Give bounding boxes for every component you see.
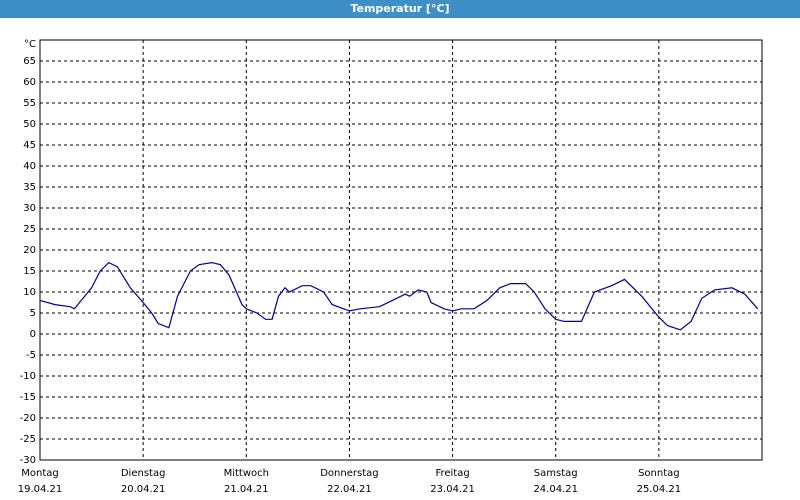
chart: °C -30 -25 -20 -15 -10 -5 0 5 10 15 20 25 30 35 40 45 50… [18, 39, 763, 495]
x-tick-label: Dienstag [121, 468, 166, 479]
x-tick-label: Mittwoch [224, 468, 269, 479]
y-tick-label: 35 [23, 182, 36, 193]
x-tick-sublabel: 23.04.21 [430, 484, 475, 495]
x-tick-sublabel: 19.04.21 [18, 484, 63, 495]
y-tick-label: 0 [30, 329, 36, 340]
y-tick-label: 20 [23, 245, 36, 256]
y-tick-label: 60 [23, 77, 36, 88]
x-tick-label: Donnerstag [320, 468, 378, 479]
x-tick-sublabel: 22.04.21 [327, 484, 372, 495]
y-tick-label: 15 [23, 266, 36, 277]
y-tick-label: -30 [20, 455, 36, 466]
y-tick-label: -5 [26, 350, 36, 361]
y-tick-label: 45 [23, 140, 36, 151]
y-tick-label: 25 [23, 224, 36, 235]
x-tick-sublabel: 25.04.21 [637, 484, 682, 495]
x-tick-sublabel: 24.04.21 [533, 484, 578, 495]
x-tick-label: Montag [21, 468, 58, 479]
y-axis-label: °C [24, 39, 36, 50]
y-tick-label: 55 [23, 98, 36, 109]
x-tick-sublabel: 20.04.21 [121, 484, 166, 495]
y-tick-label: 5 [30, 308, 36, 319]
temperature-line [39, 261, 759, 331]
y-tick-label: 30 [23, 203, 36, 214]
y-tick-label: -15 [20, 392, 36, 403]
x-tick-sublabel: 21.04.21 [224, 484, 269, 495]
y-tick-label: 50 [23, 119, 36, 130]
title-bar: Temperatur [°C] [0, 0, 800, 18]
y-tick-label: 10 [23, 287, 36, 298]
y-tick-label: -25 [20, 434, 36, 445]
x-tick-label: Freitag [435, 468, 469, 479]
y-tick-label: -10 [20, 371, 36, 382]
y-tick-label: 40 [23, 161, 36, 172]
y-tick-label: -20 [20, 413, 36, 424]
y-tick-label: 65 [23, 56, 36, 67]
x-tick-label: Samstag [534, 468, 578, 479]
x-tick-label: Sonntag [638, 468, 680, 479]
